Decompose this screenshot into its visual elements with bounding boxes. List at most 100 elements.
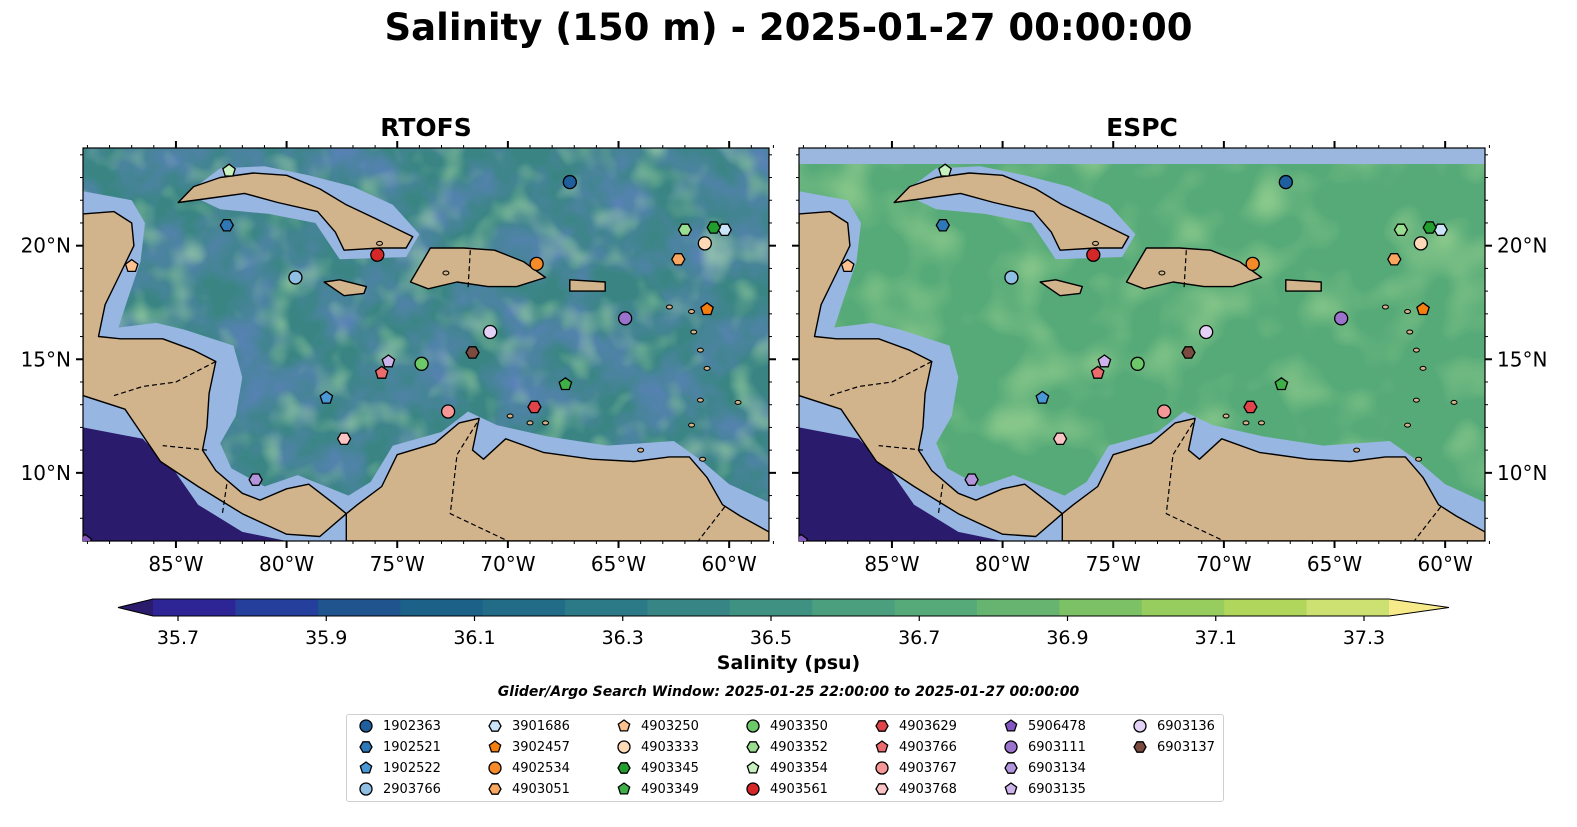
island-shape bbox=[1242, 420, 1250, 426]
float-marker-4903768 bbox=[336, 432, 352, 446]
pentagon-marker-icon bbox=[617, 782, 631, 795]
float-marker-4903354 bbox=[222, 163, 236, 177]
legend-item-4903350: 4903350 bbox=[744, 717, 828, 735]
lat-tick-label: 20°N bbox=[1497, 234, 1547, 258]
colorbar-segment bbox=[317, 599, 401, 616]
circle-marker-icon bbox=[1133, 719, 1147, 733]
hexagon-marker-icon bbox=[488, 720, 502, 732]
legend-item-4903051: 4903051 bbox=[486, 780, 570, 798]
land-hispaniola bbox=[409, 247, 547, 290]
land-southam bbox=[1061, 417, 1485, 541]
legend-marker bbox=[488, 720, 502, 732]
land-centralam bbox=[799, 210, 1064, 538]
legend-label: 6903137 bbox=[1157, 739, 1215, 755]
island-shape bbox=[1412, 347, 1420, 353]
legend-marker bbox=[1004, 762, 1018, 774]
colorbar-extend-high bbox=[1389, 599, 1449, 616]
hexagon-marker-icon bbox=[359, 741, 373, 753]
colorbar: 35.7 35.9 36.1 36.3 36.5 36.7 36.9 37.1 37.3 bbox=[117, 598, 1450, 649]
island-shape bbox=[688, 422, 696, 428]
float-marker-5906478 bbox=[799, 533, 809, 541]
legend-marker bbox=[359, 761, 373, 774]
legend-label: 4903629 bbox=[899, 718, 957, 734]
legend-marker bbox=[617, 782, 631, 795]
legend-marker bbox=[1004, 740, 1018, 754]
rtofs-map bbox=[83, 148, 769, 541]
legend-marker bbox=[746, 719, 760, 733]
colorbar-tick-label: 35.7 bbox=[157, 627, 199, 649]
float-marker-1902363 bbox=[1278, 174, 1293, 190]
circle-marker-icon bbox=[746, 719, 760, 733]
float-marker-4903345 bbox=[706, 221, 721, 234]
float-marker-6903135 bbox=[1097, 354, 1112, 368]
colorbar-tick-label: 36.9 bbox=[1046, 627, 1088, 649]
colorbar-segment bbox=[894, 599, 978, 616]
float-marker-6903111 bbox=[618, 311, 633, 326]
border-line bbox=[1183, 250, 1187, 289]
island-shape bbox=[734, 399, 742, 405]
legend-item-4903352: 4903352 bbox=[744, 738, 828, 756]
lon-tick-label: 70°W bbox=[1196, 552, 1251, 576]
legend-label: 6903135 bbox=[1028, 781, 1086, 797]
legend-label: 6903136 bbox=[1157, 718, 1215, 734]
lon-tick-label: 65°W bbox=[1307, 552, 1362, 576]
lat-tick-label: 10°N bbox=[21, 461, 71, 485]
island-shape bbox=[696, 397, 704, 403]
land-puertorico bbox=[1285, 279, 1322, 292]
colorbar-segment bbox=[647, 599, 731, 616]
legend-marker bbox=[488, 740, 502, 753]
float-marker-1902522 bbox=[1035, 390, 1050, 404]
legend-marker bbox=[875, 740, 889, 753]
circle-marker-icon bbox=[746, 782, 760, 796]
legend-item-2903766: 2903766 bbox=[357, 780, 441, 798]
pacific-shape bbox=[83, 427, 287, 541]
pentagon-marker-icon bbox=[1004, 782, 1018, 795]
float-marker-5906478 bbox=[83, 533, 93, 541]
lon-tick-label: 75°W bbox=[1086, 552, 1141, 576]
land-jamaica bbox=[1039, 279, 1084, 297]
colorbar-segment bbox=[235, 599, 319, 616]
colorbar-tick-label: 36.3 bbox=[602, 627, 644, 649]
legend-marker bbox=[617, 719, 631, 732]
legend-item-4903333: 4903333 bbox=[615, 738, 699, 756]
legend-label: 6903111 bbox=[1028, 739, 1086, 755]
border-line bbox=[697, 506, 726, 541]
legend-item-1902363: 1902363 bbox=[357, 717, 441, 735]
island-shape bbox=[1412, 397, 1420, 403]
legend-label: 4903767 bbox=[899, 760, 957, 776]
island-shape bbox=[506, 413, 514, 419]
island-shape bbox=[442, 270, 450, 276]
pentagon-marker-icon bbox=[359, 761, 373, 774]
float-marker-6903136 bbox=[483, 324, 498, 340]
float-marker-4903250 bbox=[840, 258, 855, 273]
land-hispaniola bbox=[1125, 247, 1263, 290]
legend-label: 1902522 bbox=[383, 760, 441, 776]
border-line bbox=[467, 250, 471, 289]
legend-item-6903135: 6903135 bbox=[1002, 780, 1086, 798]
float-marker-4903350 bbox=[1130, 356, 1145, 371]
float-marker-4903766 bbox=[374, 365, 389, 379]
legend-item-4903768: 4903768 bbox=[873, 780, 957, 798]
float-marker-4903250 bbox=[124, 258, 139, 273]
colorbar-segment bbox=[153, 599, 236, 616]
legend-label: 4903349 bbox=[641, 781, 699, 797]
legend-label: 4903333 bbox=[641, 739, 699, 755]
hexagon-marker-icon bbox=[1004, 762, 1018, 774]
island-shape bbox=[696, 347, 704, 353]
circle-marker-icon bbox=[359, 719, 373, 733]
float-marker-4903352 bbox=[1393, 223, 1409, 237]
legend-item-4903629: 4903629 bbox=[873, 717, 957, 735]
border-line bbox=[449, 422, 509, 541]
legend-item-1902522: 1902522 bbox=[357, 759, 441, 777]
legend-marker bbox=[1004, 719, 1018, 732]
hexagon-marker-icon bbox=[488, 783, 502, 795]
float-marker-6903137 bbox=[1181, 346, 1196, 359]
colorbar-segment bbox=[812, 599, 896, 616]
island-shape bbox=[1092, 240, 1100, 246]
legend-marker bbox=[617, 762, 631, 774]
legend-marker bbox=[746, 782, 760, 796]
float-marker-3901686 bbox=[717, 223, 732, 237]
colorbar-tick-label: 36.1 bbox=[453, 627, 495, 649]
float-marker-6903135 bbox=[381, 354, 396, 368]
float-marker-6903137 bbox=[465, 346, 480, 359]
